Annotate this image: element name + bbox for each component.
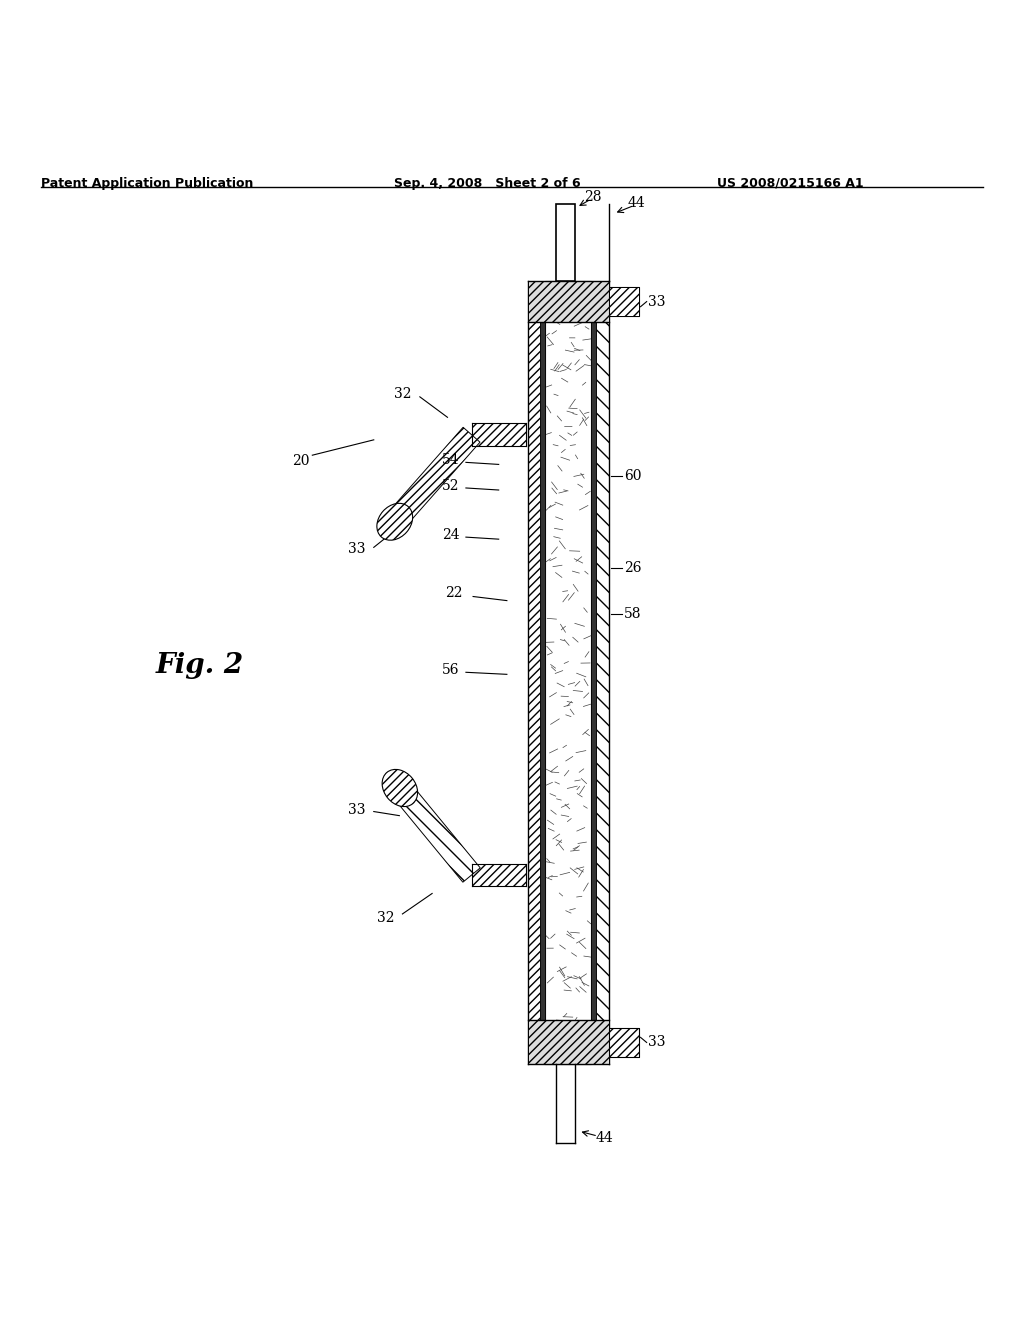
Bar	[528, 281, 608, 322]
Text: 56: 56	[442, 663, 460, 677]
Polygon shape	[386, 428, 480, 529]
Text: 44: 44	[627, 197, 645, 210]
Text: Fig. 2: Fig. 2	[156, 652, 244, 678]
Text: 33: 33	[348, 803, 366, 817]
Text: 26: 26	[625, 561, 642, 574]
Bar	[472, 863, 526, 886]
Bar	[472, 424, 526, 446]
Bar	[541, 281, 546, 1064]
Text: Patent Application Publication: Patent Application Publication	[41, 177, 253, 190]
Text: 24: 24	[442, 528, 460, 543]
Text: 52: 52	[442, 479, 460, 492]
Ellipse shape	[382, 770, 418, 807]
Text: 54: 54	[442, 453, 460, 467]
Bar	[528, 281, 541, 1064]
Text: 22: 22	[445, 586, 463, 601]
Text: 28: 28	[584, 190, 601, 205]
Bar	[608, 288, 639, 315]
Text: 32: 32	[377, 911, 394, 925]
Text: 33: 33	[348, 543, 366, 557]
Polygon shape	[391, 781, 480, 882]
Text: 58: 58	[625, 607, 642, 620]
Text: Sep. 4, 2008   Sheet 2 of 6: Sep. 4, 2008 Sheet 2 of 6	[394, 177, 581, 190]
Text: 20: 20	[292, 454, 309, 469]
Bar	[608, 1028, 639, 1057]
Text: 60: 60	[625, 469, 642, 483]
Bar	[556, 205, 575, 281]
Bar	[546, 281, 592, 1064]
Bar	[596, 281, 608, 1064]
Text: 32: 32	[394, 387, 412, 401]
Text: 33: 33	[648, 294, 666, 309]
Bar	[592, 281, 596, 1064]
Text: US 2008/0215166 A1: US 2008/0215166 A1	[717, 177, 863, 190]
Bar	[528, 1020, 608, 1064]
Polygon shape	[608, 288, 639, 315]
Text: 44: 44	[596, 1131, 613, 1146]
Ellipse shape	[377, 503, 413, 540]
Text: 33: 33	[648, 1035, 666, 1049]
